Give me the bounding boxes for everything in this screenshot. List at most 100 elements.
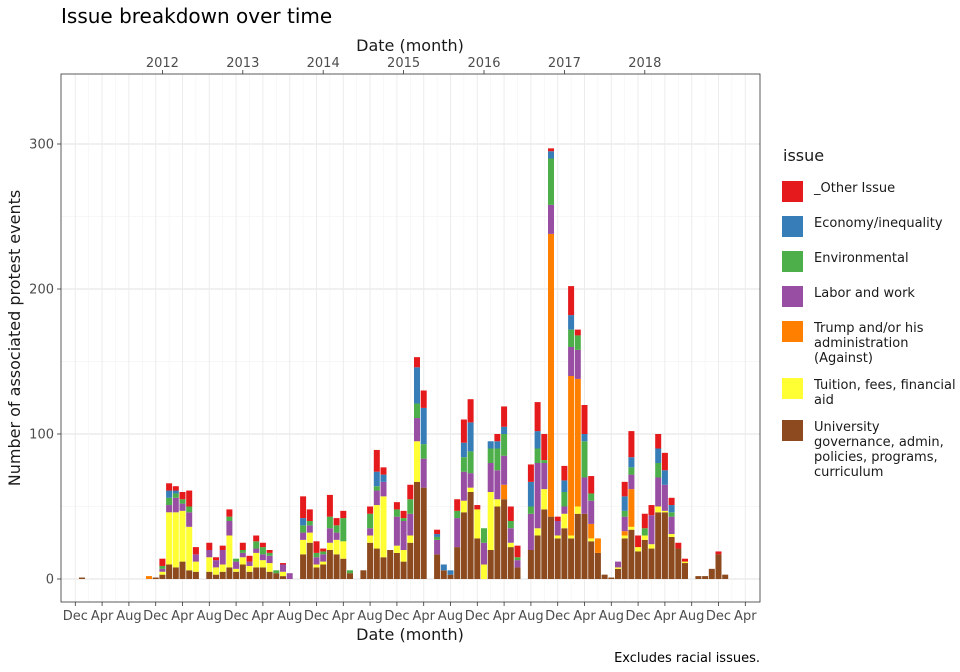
bar-segment [414, 441, 420, 482]
bar-segment [259, 542, 266, 548]
legend-swatch [782, 378, 803, 399]
bar-segment [407, 542, 414, 579]
bar-segment [186, 490, 193, 507]
bar-segment [286, 573, 293, 579]
bar-segment [213, 557, 219, 561]
legend-swatch [782, 286, 803, 307]
bar-segment [648, 505, 655, 516]
bar-segment [380, 496, 387, 558]
bar-segment [581, 477, 588, 514]
x-tick-label: Dec [224, 609, 249, 624]
bar-segment [414, 367, 420, 404]
bar-segment [400, 518, 407, 521]
bar-segment [246, 561, 253, 566]
bar-segment [514, 557, 521, 561]
bar-segment [534, 528, 541, 536]
bar-segment [300, 496, 307, 519]
x-tick-label: Apr [654, 609, 677, 624]
bar-segment [213, 567, 219, 575]
bar-segment [715, 551, 722, 555]
bar-segment [641, 513, 648, 529]
bar-segment [467, 451, 474, 474]
bar-segment [668, 497, 675, 506]
bar-segment [159, 568, 166, 572]
bar-segment [641, 528, 648, 536]
bars [79, 148, 729, 579]
bar-segment [447, 570, 454, 575]
x-tick-label: Dec [384, 609, 409, 624]
bar-segment [219, 545, 226, 550]
x-axis-bottom: Dec Apr Aug Dec Apr Aug Dec Apr Aug Dec Apr Aug Dec A… [63, 602, 757, 624]
bar-segment [655, 463, 662, 478]
bar-segment [668, 512, 675, 517]
bar-segment [621, 510, 628, 517]
bar-segment [306, 521, 313, 526]
bar-segment [340, 518, 347, 542]
bar-segment [159, 558, 166, 566]
bar-segment [373, 505, 380, 549]
bar-segment [534, 448, 541, 463]
bar-segment [186, 570, 193, 579]
bar-segment [487, 492, 494, 550]
bar-segment [326, 494, 333, 517]
bar-segment [393, 552, 400, 579]
bar-segment [454, 499, 461, 511]
y-axis: 0 100 200 300 [29, 138, 61, 588]
bar-segment [172, 497, 179, 513]
bar-segment [554, 516, 561, 521]
bar-segment [695, 576, 702, 579]
bar-segment [588, 538, 595, 542]
bar-segment [628, 474, 635, 490]
bar-segment [541, 509, 548, 579]
bar-segment [333, 532, 340, 540]
bar-segment [615, 567, 621, 569]
bar-segment [507, 547, 514, 579]
bar-segment [320, 554, 327, 562]
bar-segment [246, 555, 253, 562]
bar-segment [554, 535, 561, 539]
bar-segment [581, 405, 588, 434]
bar-segment [253, 567, 260, 579]
bar-segment [628, 526, 635, 530]
bar-segment [166, 564, 173, 579]
bar-segment [226, 516, 233, 521]
bar-segment [434, 539, 441, 555]
x-tick-label: Apr [91, 609, 114, 624]
legend-swatch [782, 420, 803, 441]
bar-segment [280, 564, 286, 572]
bar-segment [320, 564, 327, 579]
bar-segment [655, 448, 662, 463]
bar-segment [414, 418, 420, 442]
bar-segment [581, 441, 588, 478]
bar-segment [420, 390, 427, 408]
bar-segment [514, 567, 521, 579]
x-top-tick-label: 2018 [628, 56, 661, 71]
bar-segment [420, 487, 427, 579]
bar-segment [393, 509, 400, 517]
bar-segment [568, 535, 575, 539]
bar-segment [454, 547, 461, 579]
bar-segment [434, 529, 441, 535]
bar-segment [581, 513, 588, 579]
bar-segment [675, 548, 682, 579]
bar-segment [722, 574, 729, 579]
bar-segment [206, 542, 213, 550]
bar-segment [501, 455, 508, 485]
legend-label: Tuition, fees, financial aid [814, 378, 956, 408]
bar-segment [420, 407, 427, 445]
y-axis-title: Number of associated protest events [5, 190, 24, 486]
bar-segment [588, 500, 595, 524]
bar-segment [534, 535, 541, 579]
bar-segment [588, 523, 595, 539]
bar-segment [420, 458, 427, 488]
bar-segment [326, 542, 333, 550]
legend-swatch [782, 321, 803, 342]
bar-segment [360, 570, 367, 579]
bar-segment [172, 490, 179, 494]
bar-segment [226, 567, 233, 579]
bar-segment [574, 349, 581, 379]
bar-segment [494, 470, 501, 500]
x-tick-label: Dec [706, 609, 731, 624]
bar-segment [172, 486, 179, 491]
